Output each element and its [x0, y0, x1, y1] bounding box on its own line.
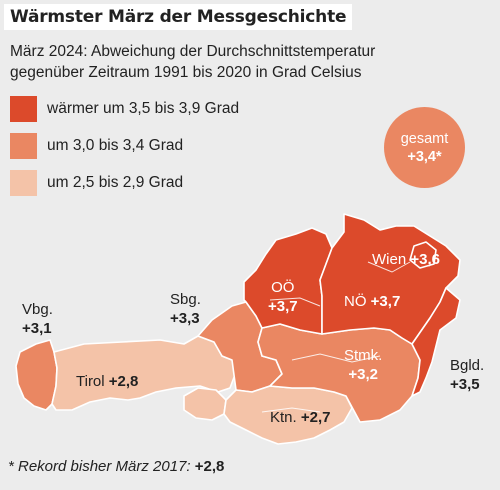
- label-ktn: Ktn. +2,7: [270, 408, 330, 427]
- legend-item-medium: um 3,0 bis 3,4 Grad: [10, 133, 239, 159]
- footnote-value: +2,8: [194, 458, 225, 475]
- subtitle-line-2: gegenüber Zeitraum 1991 bis 2020 in Grad…: [10, 64, 362, 81]
- label-ooe-value: +3,7: [268, 298, 298, 315]
- label-ktn-value: +2,7: [300, 409, 331, 426]
- label-vbg: Vbg. +3,1: [22, 300, 53, 338]
- label-wien-name: Wien: [372, 251, 407, 268]
- legend-swatch-medium: [10, 133, 37, 159]
- label-wien: Wien +3,6: [372, 250, 440, 269]
- district-boundary: [269, 297, 321, 307]
- total-badge: gesamt +3,4*: [384, 107, 465, 188]
- label-bgld-value: +3,5: [450, 376, 480, 393]
- label-vbg-name: Vbg.: [22, 301, 53, 318]
- label-wien-value: +3,6: [410, 251, 440, 268]
- label-stmk-name: Stmk.: [344, 347, 383, 364]
- legend-item-high: wärmer um 3,5 bis 3,9 Grad: [10, 96, 239, 122]
- district-boundary: [291, 353, 381, 363]
- label-noe-value: +3,7: [370, 293, 401, 310]
- district-boundary: [367, 261, 411, 273]
- label-vbg-value: +3,1: [22, 320, 52, 337]
- subtitle: März 2024: Abweichung der Durchschnittst…: [10, 41, 490, 83]
- legend-label-medium: um 3,0 bis 3,4 Grad: [47, 137, 184, 154]
- region-vorarlberg: [15, 339, 58, 411]
- footnote: * Rekord bisher März 2017: +2,8: [8, 458, 224, 475]
- label-tirol-value: +2,8: [108, 373, 139, 390]
- legend-swatch-high: [10, 96, 37, 122]
- label-stmk-value: +3,2: [348, 366, 378, 383]
- label-sbg: Sbg. +3,3: [170, 290, 201, 328]
- label-ktn-name: Ktn.: [270, 409, 297, 426]
- total-label: gesamt: [400, 130, 449, 147]
- label-bgld: Bgld. +3,5: [450, 356, 484, 394]
- label-bgld-name: Bgld.: [450, 357, 485, 374]
- footnote-text: * Rekord bisher März 2017:: [8, 458, 191, 475]
- region-tirol: [51, 335, 237, 411]
- district-boundary: [261, 407, 321, 413]
- region-tirol-east: [183, 387, 227, 421]
- label-noe: NÖ +3,7: [344, 292, 400, 311]
- region-burgenland: [411, 287, 461, 397]
- label-sbg-value: +3,3: [170, 310, 200, 327]
- label-ooe: OÖ +3,7: [268, 278, 298, 316]
- legend-label-low: um 2,5 bis 2,9 Grad: [47, 174, 184, 191]
- label-tirol: Tirol +2,8: [76, 372, 138, 391]
- label-sbg-name: Sbg.: [170, 291, 201, 308]
- region-wien: [409, 241, 437, 269]
- total-value: +3,4*: [407, 148, 442, 165]
- legend-item-low: um 2,5 bis 2,9 Grad: [10, 170, 239, 196]
- label-tirol-name: Tirol: [76, 373, 105, 390]
- legend-label-high: wärmer um 3,5 bis 3,9 Grad: [47, 100, 240, 117]
- legend: wärmer um 3,5 bis 3,9 Grad um 3,0 bis 3,…: [10, 96, 239, 207]
- subtitle-line-1: März 2024: Abweichung der Durchschnittst…: [10, 43, 376, 60]
- legend-swatch-low: [10, 170, 37, 196]
- label-ooe-name: OÖ: [271, 279, 295, 296]
- label-noe-name: NÖ: [344, 293, 367, 310]
- label-stmk: Stmk. +3,2: [344, 346, 382, 384]
- chart-title: Wärmster März der Messgeschichte: [4, 4, 353, 30]
